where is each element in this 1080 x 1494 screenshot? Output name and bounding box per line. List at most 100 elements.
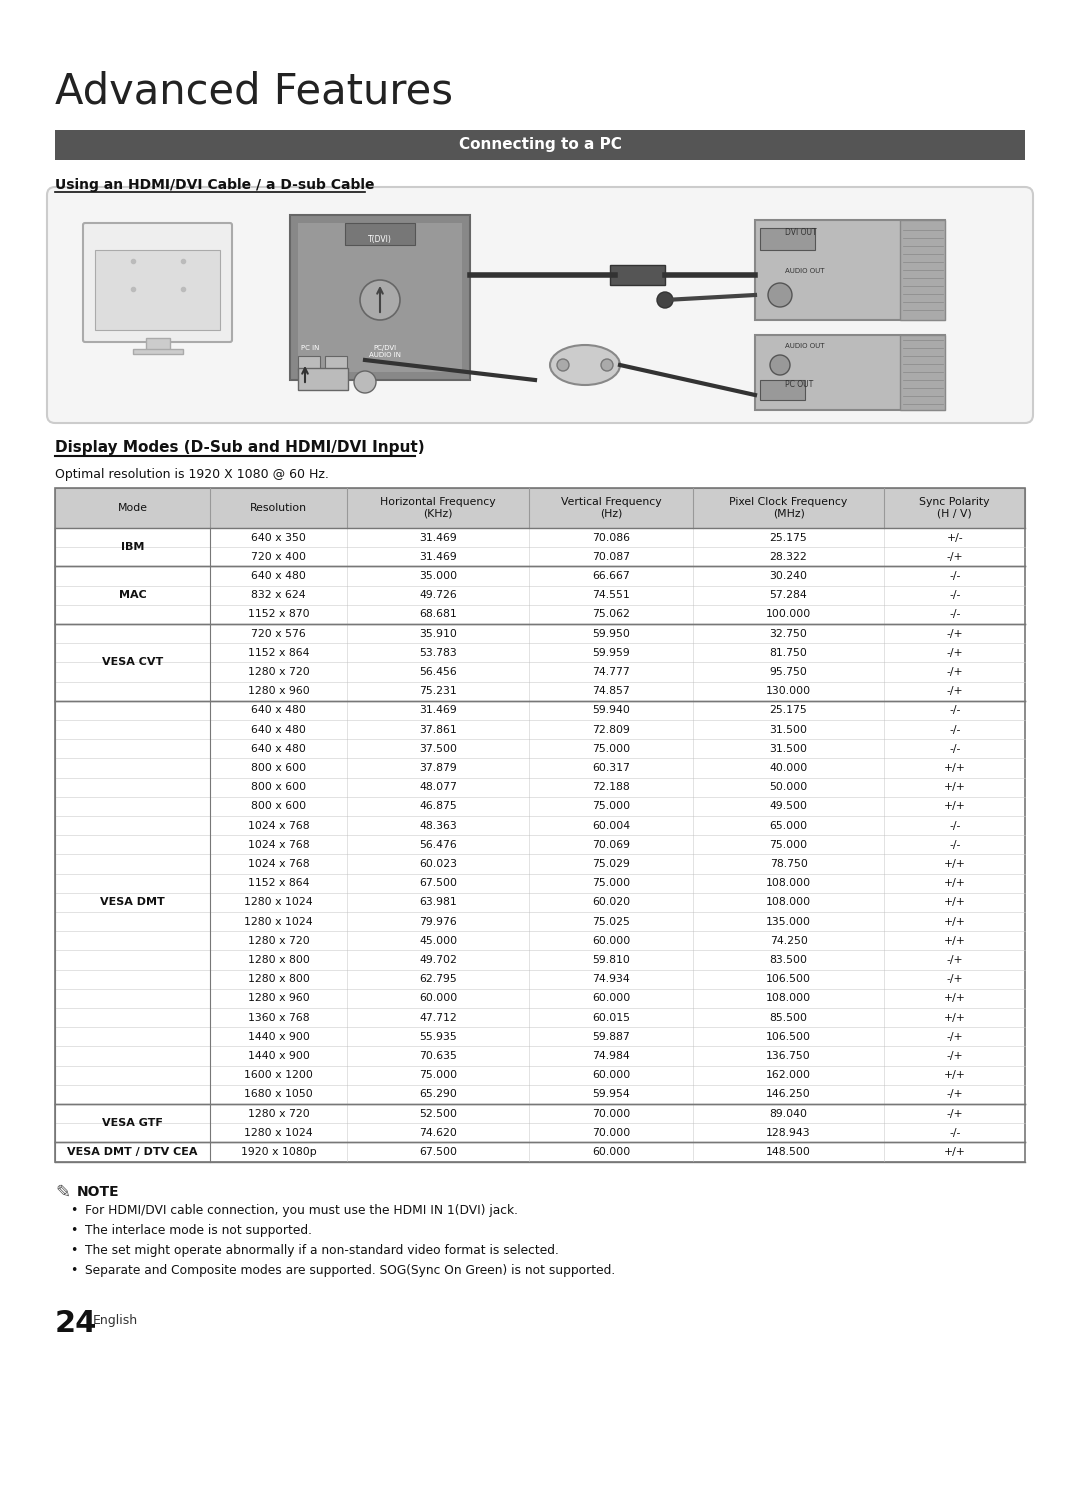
Text: 70.087: 70.087	[592, 551, 630, 562]
Text: 60.000: 60.000	[592, 1147, 630, 1156]
Bar	[55, 874, 1025, 893]
Text: Using an HDMI/DVI Cable / a D-sub Cable: Using an HDMI/DVI Cable / a D-sub Cable	[55, 178, 375, 193]
Text: -/-: -/-	[949, 610, 960, 620]
Text: Display Modes (D-Sub and HDMI/DVI Input): Display Modes (D-Sub and HDMI/DVI Input)	[55, 441, 424, 456]
Text: 800 x 600: 800 x 600	[252, 801, 307, 811]
Text: Pixel Clock Frequency
(MHz): Pixel Clock Frequency (MHz)	[729, 498, 848, 518]
Text: 49.726: 49.726	[419, 590, 457, 601]
Text: -/+: -/+	[946, 551, 963, 562]
Text: 60.000: 60.000	[592, 935, 630, 946]
Text: 53.783: 53.783	[419, 648, 457, 657]
Bar	[55, 893, 1025, 911]
Text: 1280 x 800: 1280 x 800	[247, 955, 310, 965]
Text: 70.086: 70.086	[592, 532, 630, 542]
Text: 60.317: 60.317	[592, 763, 630, 772]
Text: 128.943: 128.943	[766, 1128, 811, 1138]
Text: -/-: -/-	[949, 725, 960, 735]
Text: 31.469: 31.469	[419, 532, 457, 542]
Bar	[760, 229, 815, 249]
Text: 70.000: 70.000	[592, 1109, 630, 1119]
Text: 1024 x 768: 1024 x 768	[248, 859, 310, 870]
Text: The interlace mode is not supported.: The interlace mode is not supported.	[85, 1224, 312, 1237]
Text: 1024 x 768: 1024 x 768	[248, 820, 310, 831]
Bar	[610, 264, 665, 285]
Text: 72.809: 72.809	[592, 725, 630, 735]
Text: 57.284: 57.284	[770, 590, 808, 601]
Text: 1440 x 900: 1440 x 900	[247, 1050, 310, 1061]
Text: -/-: -/-	[949, 840, 960, 850]
Text: 59.887: 59.887	[592, 1032, 630, 1041]
Text: 1440 x 900: 1440 x 900	[247, 1032, 310, 1041]
Text: 31.469: 31.469	[419, 551, 457, 562]
Bar	[133, 350, 183, 354]
Text: -/+: -/+	[946, 629, 963, 638]
Bar	[55, 740, 1025, 759]
Text: 75.025: 75.025	[592, 917, 630, 926]
Text: 800 x 600: 800 x 600	[252, 783, 307, 792]
Text: 56.456: 56.456	[419, 666, 457, 677]
Text: 75.000: 75.000	[419, 1070, 457, 1080]
Text: 720 x 576: 720 x 576	[252, 629, 306, 638]
Text: 74.620: 74.620	[419, 1128, 457, 1138]
Text: 67.500: 67.500	[419, 878, 457, 889]
Text: 83.500: 83.500	[770, 955, 808, 965]
Text: 130.000: 130.000	[766, 686, 811, 696]
Text: 30.240: 30.240	[770, 571, 808, 581]
Text: PC OUT: PC OUT	[785, 379, 813, 388]
Text: 68.681: 68.681	[419, 610, 457, 620]
Text: +/+: +/+	[944, 917, 966, 926]
Bar	[298, 223, 462, 372]
Text: 60.000: 60.000	[419, 994, 457, 1004]
Bar	[55, 1104, 1025, 1123]
Bar	[55, 489, 1025, 527]
Text: 162.000: 162.000	[766, 1070, 811, 1080]
Bar	[55, 527, 1025, 547]
Bar	[55, 489, 1025, 1162]
Text: 35.910: 35.910	[419, 629, 457, 638]
Bar	[55, 989, 1025, 1008]
Text: 1600 x 1200: 1600 x 1200	[244, 1070, 313, 1080]
Text: AUDIO OUT: AUDIO OUT	[785, 267, 824, 273]
Text: 75.000: 75.000	[592, 744, 630, 754]
Text: VESA CVT: VESA CVT	[102, 657, 163, 668]
Text: -/-: -/-	[949, 744, 960, 754]
Bar	[55, 1123, 1025, 1143]
Text: 65.290: 65.290	[419, 1089, 457, 1100]
Bar	[55, 970, 1025, 989]
Bar	[55, 816, 1025, 835]
Text: 1280 x 960: 1280 x 960	[247, 686, 310, 696]
Text: 146.250: 146.250	[766, 1089, 811, 1100]
Bar	[55, 662, 1025, 681]
Text: 59.810: 59.810	[592, 955, 630, 965]
Circle shape	[600, 359, 613, 371]
Text: VESA GTF: VESA GTF	[103, 1118, 163, 1128]
Text: 1680 x 1050: 1680 x 1050	[244, 1089, 313, 1100]
Text: +/+: +/+	[944, 783, 966, 792]
Bar	[55, 1065, 1025, 1085]
Text: 75.000: 75.000	[769, 840, 808, 850]
Text: 60.000: 60.000	[592, 1070, 630, 1080]
Text: 1024 x 768: 1024 x 768	[248, 840, 310, 850]
Bar	[55, 759, 1025, 777]
Text: 31.469: 31.469	[419, 705, 457, 716]
Text: 1280 x 720: 1280 x 720	[247, 935, 310, 946]
Text: 95.750: 95.750	[770, 666, 808, 677]
Text: Mode: Mode	[118, 503, 148, 512]
Text: IBM: IBM	[121, 542, 145, 553]
Text: 75.231: 75.231	[419, 686, 457, 696]
Text: 640 x 480: 640 x 480	[252, 744, 306, 754]
Circle shape	[657, 291, 673, 308]
Text: 75.000: 75.000	[592, 801, 630, 811]
Text: 65.000: 65.000	[769, 820, 808, 831]
Text: 74.934: 74.934	[592, 974, 630, 985]
Text: -/+: -/+	[946, 648, 963, 657]
Bar	[755, 335, 945, 409]
Text: 106.500: 106.500	[766, 974, 811, 985]
Text: -/+: -/+	[946, 1032, 963, 1041]
Text: 48.077: 48.077	[419, 783, 457, 792]
Text: 640 x 480: 640 x 480	[252, 725, 306, 735]
Text: 89.040: 89.040	[770, 1109, 808, 1119]
Text: Horizontal Frequency
(KHz): Horizontal Frequency (KHz)	[380, 498, 496, 518]
Text: 49.500: 49.500	[770, 801, 808, 811]
Text: +/+: +/+	[944, 994, 966, 1004]
